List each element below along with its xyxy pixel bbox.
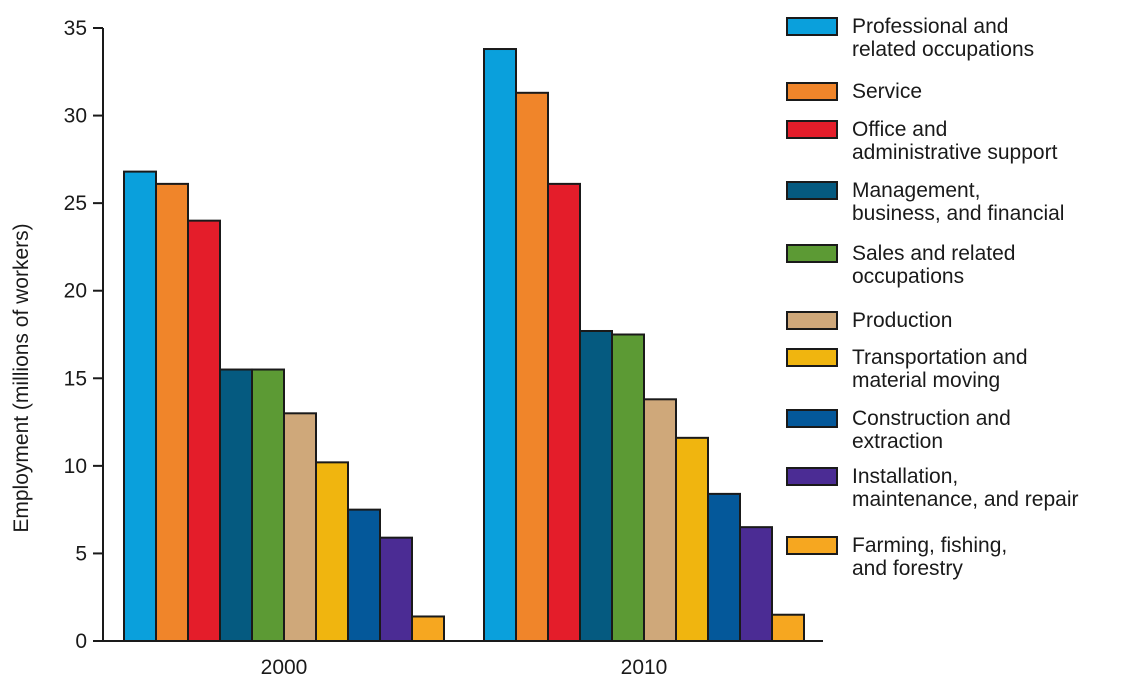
axes-layer: 0 5 10 15 20 25 30 35 2000 2010	[64, 17, 823, 679]
bar-2010-series-8	[739, 526, 773, 643]
bar-2010-series-4	[611, 333, 645, 642]
bar-2010-series-7	[707, 492, 741, 642]
legend-label-2-line-1: administrative support	[852, 141, 1058, 164]
legend-label-9-line-1: and forestry	[852, 557, 963, 580]
y-tick-label-5: 5	[75, 542, 87, 565]
legend-swatch-9	[786, 536, 838, 555]
legend-label-0-line-1: related occupations	[852, 38, 1034, 61]
bar-2010-series-2	[547, 182, 581, 642]
legend-swatch-1	[786, 82, 838, 101]
bar-2010-series-6	[675, 436, 709, 642]
bar-2000-series-6	[315, 461, 349, 642]
y-tick-label-10: 10	[64, 455, 87, 478]
y-tick-label-30: 30	[64, 105, 87, 128]
bar-2000-series-4	[251, 368, 285, 642]
legend-swatch-8	[786, 467, 838, 486]
bars-layer	[123, 48, 805, 643]
legend-label-7-line-0: Construction and	[852, 407, 1011, 430]
legend-label-9-line-0: Farming, fishing,	[852, 534, 1007, 557]
legend-item-8: Installation,maintenance, and repair	[786, 465, 1078, 511]
legend-label-2-line-0: Office and	[852, 118, 947, 141]
legend-label-4-line-1: occupations	[852, 265, 964, 288]
legend-swatch-5	[786, 311, 838, 330]
bar-2000-series-1	[155, 182, 189, 642]
legend-label-6-line-1: material moving	[852, 369, 1000, 392]
legend-swatch-3	[786, 181, 838, 200]
bar-2000-series-0	[123, 170, 157, 642]
legend-swatch-4	[786, 244, 838, 263]
y-tick-label-20: 20	[64, 280, 87, 303]
x-tick-label-2000: 2000	[261, 656, 308, 679]
legend-swatch-6	[786, 348, 838, 367]
legend-label-5-line-0: Production	[852, 309, 952, 332]
y-tick-label-35: 35	[64, 17, 87, 40]
bar-2010-series-0	[483, 48, 517, 642]
bar-2010-series-1	[515, 91, 549, 642]
legend-label-6-line-0: Transportation and	[852, 346, 1028, 369]
legend-label-3-line-0: Management,	[852, 179, 980, 202]
legend-swatch-7	[786, 409, 838, 428]
bar-2010-series-5	[643, 398, 677, 642]
y-axis-title: Employment (millions of workers)	[10, 223, 33, 532]
legend-label-4-line-0: Sales and related	[852, 242, 1015, 265]
x-tick-label-2010: 2010	[621, 656, 668, 679]
legend-swatch-2	[786, 120, 838, 139]
legend-item-9: Farming, fishing,and forestry	[786, 534, 1007, 580]
legend-label-8-line-1: maintenance, and repair	[852, 488, 1078, 511]
legend-item-3: Management,business, and financial	[786, 179, 1064, 225]
bar-2000-series-5	[283, 412, 317, 643]
legend-label-3-line-1: business, and financial	[852, 202, 1064, 225]
y-tick-label-15: 15	[64, 367, 87, 390]
legend-item-5: Production	[786, 309, 952, 332]
legend-item-1: Service	[786, 80, 922, 103]
bar-2010-series-3	[579, 329, 613, 642]
y-tick-label-0: 0	[75, 630, 87, 653]
bar-2000-series-8	[379, 536, 413, 642]
legend-label-1-line-0: Service	[852, 80, 922, 103]
bar-2000-series-3	[219, 368, 253, 642]
bar-2000-series-2	[187, 219, 221, 643]
bar-2000-series-7	[347, 508, 381, 642]
legend-label-0-line-0: Professional and	[852, 15, 1008, 38]
y-tick-label-25: 25	[64, 192, 87, 215]
bar-2010-series-9	[771, 613, 805, 643]
bar-2000-series-9	[411, 615, 445, 642]
legend-swatch-0	[786, 17, 838, 36]
legend-label-8-line-0: Installation,	[852, 465, 958, 488]
legend-label-7-line-1: extraction	[852, 430, 943, 453]
